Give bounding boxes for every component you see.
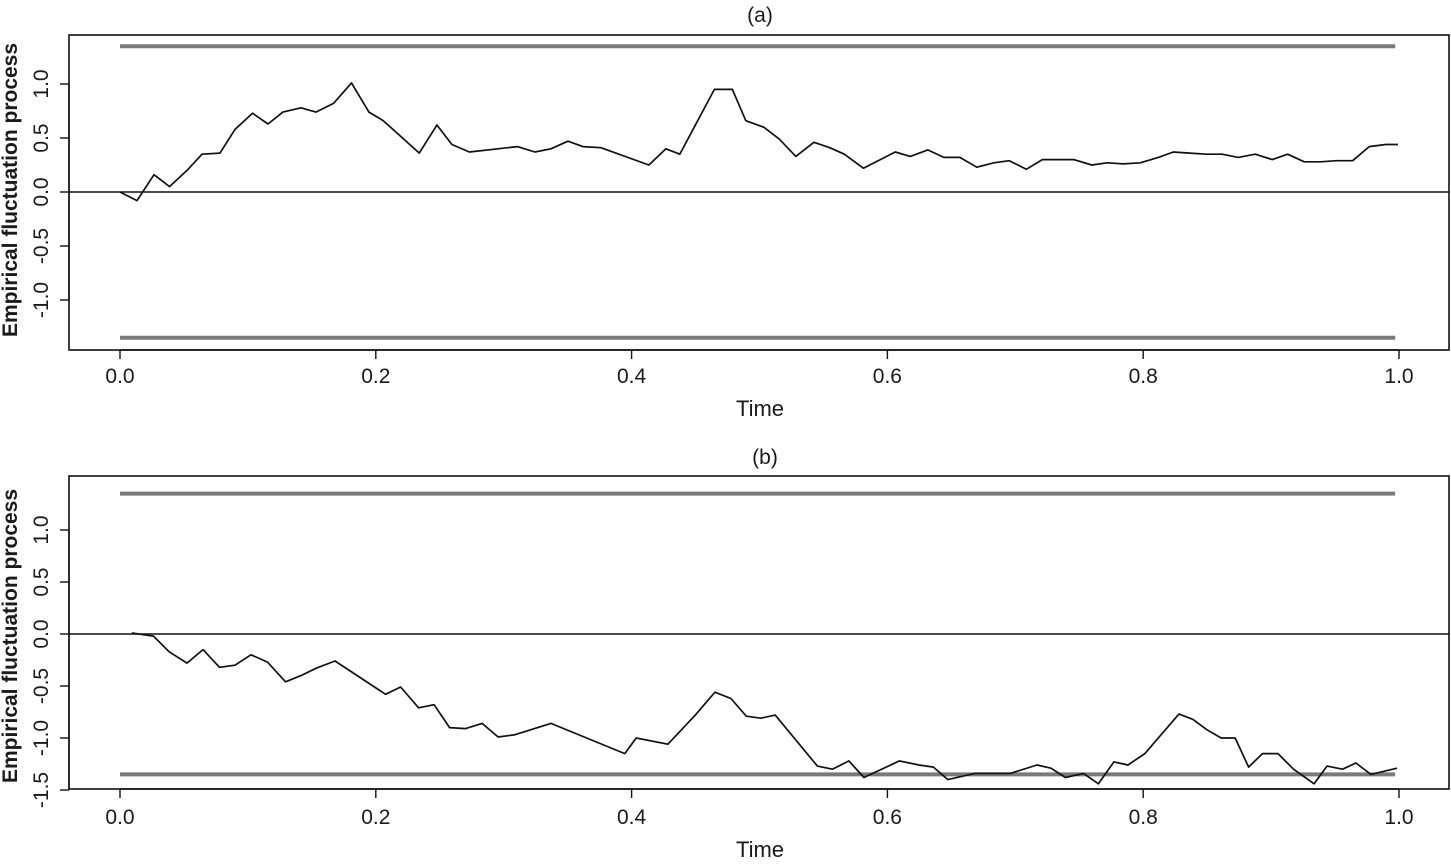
panel-b-y-tick-label: -0.5 xyxy=(30,668,53,704)
panel-b-y-tick-label: 0.5 xyxy=(30,567,53,596)
panel-b-x-tick-label: 0.2 xyxy=(361,806,390,829)
panel-a-x-tick-label: 0.2 xyxy=(361,365,390,388)
panel-a-y-tick-label: -0.5 xyxy=(30,228,53,264)
panel-a-x-tick-label: 0.4 xyxy=(617,365,647,388)
panel-a-x-tick-label: 0.6 xyxy=(873,365,902,388)
panel-a-y-tick-label: -1.0 xyxy=(30,282,53,318)
panel-a-x-tick-label: 1.0 xyxy=(1384,365,1413,388)
panel-a-y-tick-label: 0.0 xyxy=(30,177,53,206)
panel-a-y-ticks: -1.0 -0.5 0.0 0.5 1.0 xyxy=(30,69,70,318)
panel-b-y-tick-label: -1.0 xyxy=(30,720,53,756)
panel-b-x-ticks: 0.0 0.2 0.4 0.6 0.8 1.0 xyxy=(105,788,1414,829)
panel-b-x-axis-title: Time xyxy=(736,837,784,862)
panel-a-title: (a) xyxy=(747,4,773,27)
panel-b-x-tick-label: 0.6 xyxy=(873,806,902,829)
panel-b-y-axis-title: Empirical fluctuation process xyxy=(0,489,22,783)
panel-b-frame xyxy=(68,475,1450,790)
panel-a-x-tick-label: 0.8 xyxy=(1129,365,1158,388)
panel-b-x-tick-label: 0.8 xyxy=(1129,806,1158,829)
panel-a: (a) 0.0 0.2 0.4 0.6 0.8 1.0 -1.0 -0.5 0.0 0.5 1.0… xyxy=(0,4,1450,421)
panel-b-x-tick-label: 0.0 xyxy=(105,806,134,829)
panel-b-y-tick-label: 1.0 xyxy=(30,515,53,544)
panel-a-y-axis-title: Empirical fluctuation process xyxy=(0,43,22,337)
panel-a-series xyxy=(119,82,1398,202)
panel-b-title: (b) xyxy=(752,446,778,469)
panel-b: (b) 0.0 0.2 0.4 0.6 0.8 1.0 -1.5-1.0-0.50.00.… xyxy=(0,446,1450,862)
panel-b-y-tick-label: 0.0 xyxy=(30,619,53,648)
panel-a-y-tick-label: 1.0 xyxy=(30,69,53,98)
panel-b-x-tick-label: 1.0 xyxy=(1384,806,1413,829)
panel-b-boundaries xyxy=(120,491,1396,777)
panel-a-x-tick-label: 0.0 xyxy=(105,365,134,388)
panel-b-x-tick-label: 0.4 xyxy=(617,806,647,829)
panel-a-series-line xyxy=(119,82,1398,202)
panel-b-y-ticks: -1.5 -1.0 -0.5 0.0 0.5 1.0 xyxy=(30,515,70,808)
panel-b-series-line xyxy=(131,632,1398,785)
panel-a-x-axis-title: Time xyxy=(736,396,784,421)
panel-a-x-ticks: 0.0 0.2 0.4 0.6 0.8 1.0 xyxy=(105,349,1414,388)
panel-a-y-tick-label: 0.5 xyxy=(30,123,53,152)
panel-b-y-tick-label: -1.5 xyxy=(30,772,53,808)
panel-b-series xyxy=(131,632,1398,785)
panel-a-boundaries xyxy=(120,44,1396,340)
